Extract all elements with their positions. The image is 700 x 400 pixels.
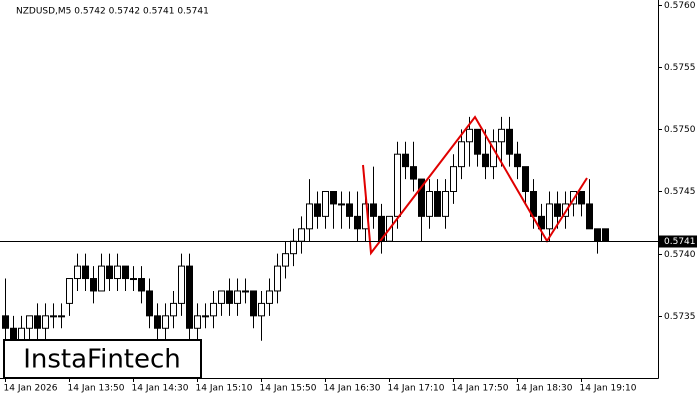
candle-body — [234, 290, 241, 304]
y-tick-label: 0.5750 — [664, 125, 696, 135]
candle-body — [218, 290, 225, 304]
candle-body — [154, 315, 161, 329]
candle-body — [586, 203, 593, 230]
x-tick-label: 14 Jan 15:10 — [196, 384, 253, 394]
candle-body — [354, 215, 361, 230]
plot-area — [2, 116, 609, 354]
candle-body — [138, 278, 145, 292]
candle-body — [242, 290, 249, 293]
candle-body — [66, 278, 73, 304]
watermark-box — [3, 339, 202, 379]
current-price-label: 0.5741 — [664, 237, 696, 247]
candle-body — [514, 153, 521, 168]
x-tick-label: 14 Jan 15:50 — [260, 384, 317, 394]
candle-body — [370, 203, 377, 217]
candle-body — [466, 128, 473, 143]
candle-body — [602, 228, 609, 242]
candle-body — [210, 302, 217, 317]
candle-body — [178, 265, 185, 304]
candle-body — [482, 153, 489, 168]
candle-body — [122, 265, 129, 280]
y-tick-label: 0.5745 — [664, 187, 696, 197]
candle-body — [418, 178, 425, 217]
candle-body — [162, 315, 169, 329]
candle-body — [58, 315, 65, 318]
candle-body — [130, 278, 137, 281]
candle-body — [522, 166, 529, 192]
candle-body — [442, 191, 449, 217]
candle-body — [250, 290, 257, 317]
x-tick-label: 14 Jan 19:10 — [580, 384, 637, 394]
candle-body — [578, 191, 585, 205]
candle-body — [26, 315, 33, 329]
candle-body — [410, 166, 417, 180]
candle-body — [474, 128, 481, 155]
y-tick-label: 0.5740 — [664, 250, 696, 260]
candle-body — [266, 290, 273, 304]
candle-body — [498, 128, 505, 143]
candle-body — [98, 265, 105, 292]
candle-body — [450, 166, 457, 192]
x-tick-label: 14 Jan 17:10 — [388, 384, 445, 394]
candle-body — [322, 191, 329, 217]
candle-body — [186, 265, 193, 329]
candle-body — [402, 153, 409, 168]
candle-body — [114, 265, 121, 280]
candle-body — [194, 315, 201, 329]
candle-body — [434, 191, 441, 217]
candle-body — [538, 215, 545, 230]
candle-body — [506, 128, 513, 155]
candle-body — [50, 315, 57, 318]
candle-body — [42, 315, 49, 329]
candle-body — [338, 203, 345, 206]
candle-body — [274, 265, 281, 292]
candle-body — [2, 315, 9, 329]
candle-body — [458, 141, 465, 168]
candle-body — [314, 203, 321, 217]
candle-body — [594, 228, 601, 242]
chart-title: NZDUSD,M5 0.5742 0.5742 0.5741 0.5741 — [16, 7, 209, 17]
pattern-line — [362, 115, 588, 256]
y-tick-label: 0.5755 — [664, 63, 696, 73]
candle-body — [170, 302, 177, 317]
x-tick-label: 14 Jan 13:50 — [68, 384, 125, 394]
candle-body — [426, 191, 433, 217]
y-tick-label: 0.5735 — [664, 312, 696, 322]
candle-body — [298, 228, 305, 242]
candle-body — [394, 153, 401, 217]
candle-body — [146, 290, 153, 317]
x-tick-label: 14 Jan 18:30 — [516, 384, 573, 394]
candle-body — [90, 278, 97, 292]
candle-body — [10, 327, 17, 342]
y-tick-label: 0.5760 — [664, 1, 696, 11]
x-tick-label: 14 Jan 14:30 — [132, 384, 189, 394]
candle-body — [346, 203, 353, 217]
candle-body — [226, 290, 233, 304]
watermark: InstaFintech — [23, 345, 181, 375]
x-tick-label: 14 Jan 2026 — [4, 384, 58, 394]
candle-body — [82, 265, 89, 280]
candle-body — [34, 315, 41, 329]
x-tick-label: 14 Jan 17:50 — [452, 384, 509, 394]
candle-body — [18, 327, 25, 342]
x-tick-label: 14 Jan 16:30 — [324, 384, 381, 394]
candle-body — [202, 315, 209, 318]
candle-body — [306, 203, 313, 230]
candle-body — [554, 203, 561, 217]
current-price-box — [659, 235, 697, 248]
candle-body — [290, 240, 297, 255]
candle-body — [546, 203, 553, 230]
candle-body — [258, 302, 265, 317]
candle-body — [74, 265, 81, 280]
candle-body — [282, 253, 289, 267]
candle-body — [106, 265, 113, 280]
candle-body — [330, 191, 337, 205]
